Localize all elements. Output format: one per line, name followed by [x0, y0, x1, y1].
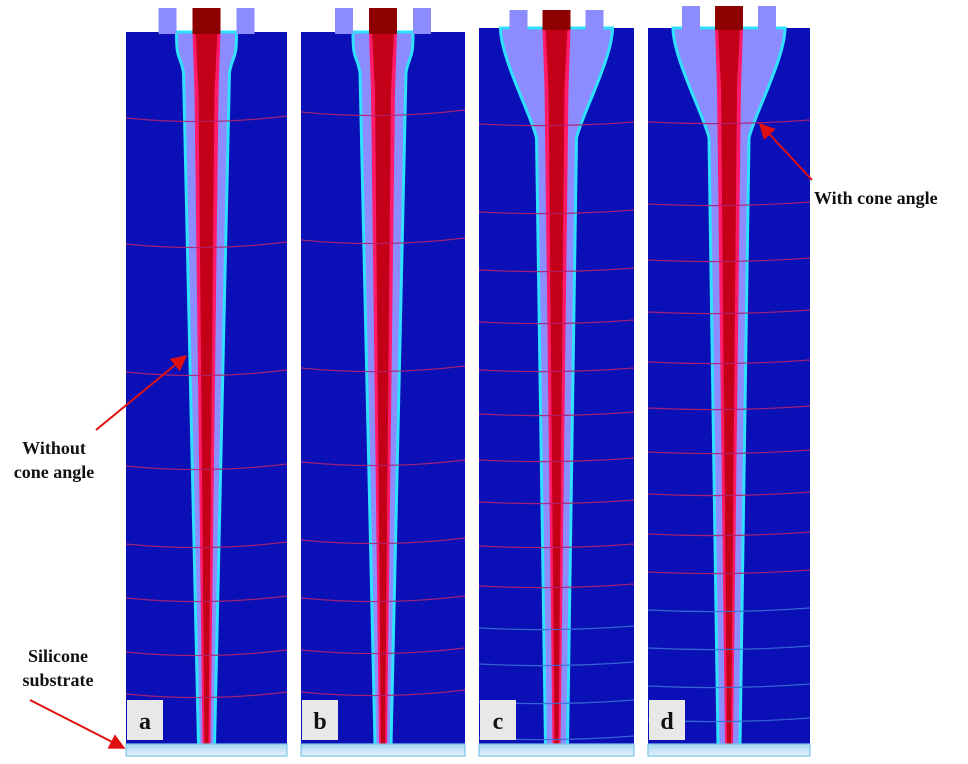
panel-b: b	[300, 8, 466, 757]
streamline	[647, 309, 811, 315]
annotation-without-cone-angle: Without cone angle	[2, 436, 106, 484]
streamline	[125, 595, 288, 603]
arrow-silicone-substrate	[29, 699, 126, 749]
annotation-without-cone-line-1: Without	[22, 438, 86, 458]
nozzle-sheath-inlet-left	[509, 10, 528, 30]
streamline	[125, 463, 288, 471]
panel-a: a	[125, 8, 288, 757]
panel-d: d	[647, 6, 811, 757]
panel-label-box	[127, 700, 163, 740]
streamline	[125, 649, 288, 657]
streamline	[300, 537, 466, 545]
streamline	[647, 683, 811, 689]
nozzle	[682, 6, 776, 30]
streamline	[300, 109, 466, 117]
streamline	[647, 645, 811, 651]
streamline	[300, 237, 466, 245]
streamline	[647, 491, 811, 497]
streamline	[478, 543, 635, 549]
nozzle-core-inlet	[192, 8, 221, 34]
panel-label: b	[313, 709, 326, 735]
streamline	[647, 119, 811, 125]
streamline	[478, 367, 635, 373]
streamline	[125, 691, 288, 699]
core-jet	[718, 28, 740, 745]
annotation-with-cone-line: With cone angle	[814, 188, 938, 208]
annotation-substrate-line-2: substrate	[22, 670, 94, 690]
streamline	[478, 583, 635, 589]
nozzle-sheath-inlet-right	[585, 10, 604, 30]
streamline	[125, 369, 288, 377]
streamline	[478, 121, 635, 127]
core-jet	[195, 32, 218, 745]
nozzle-sheath-inlet-right	[413, 8, 431, 34]
arrow-with-cone-angle	[758, 122, 813, 181]
streamline	[125, 541, 288, 549]
nozzle-sheath-inlet-right	[758, 6, 776, 30]
annotation-without-cone-line-2: cone angle	[13, 462, 95, 482]
nozzle-core-inlet	[542, 10, 571, 30]
streamline	[478, 625, 635, 631]
streamline	[647, 449, 811, 455]
silicone-substrate	[125, 743, 288, 757]
streamline	[647, 201, 811, 207]
annotation-with-cone-angle: With cone angle	[814, 186, 964, 210]
panel-label-box	[649, 700, 685, 740]
nozzle-core-inlet	[715, 6, 743, 30]
streamline	[478, 457, 635, 463]
nozzle	[509, 10, 604, 30]
core-jet	[372, 32, 394, 745]
streamline	[478, 267, 635, 273]
streamline	[478, 499, 635, 505]
silicone-substrate	[478, 743, 635, 757]
nozzle-sheath-inlet-right	[236, 8, 255, 34]
panel-label: a	[139, 709, 151, 735]
nozzle-sheath-inlet-left	[335, 8, 353, 34]
nozzle-core-inlet	[369, 8, 397, 34]
annotation-substrate-line-1: Silicone	[27, 646, 88, 666]
nozzle	[335, 8, 431, 34]
streamline	[478, 209, 635, 215]
streamline	[647, 405, 811, 411]
streamline	[125, 241, 288, 249]
streamline	[300, 689, 466, 697]
silicone-substrate	[647, 743, 811, 757]
streamline	[125, 115, 288, 123]
silicone-substrate	[300, 743, 466, 757]
core-jet	[545, 28, 568, 745]
panel-label-box	[480, 700, 516, 740]
panel-label: c	[493, 709, 504, 735]
panel-label-box	[302, 700, 338, 740]
nozzle-sheath-inlet-left	[158, 8, 177, 34]
streamline	[647, 531, 811, 537]
nozzle	[158, 8, 255, 34]
streamline	[647, 607, 811, 613]
streamline	[647, 257, 811, 263]
streamline	[478, 319, 635, 325]
nozzle-sheath-inlet-left	[682, 6, 700, 30]
streamline	[647, 569, 811, 575]
panel-c: c	[478, 10, 635, 757]
annotation-silicone-substrate: Silicone substrate	[6, 644, 110, 692]
streamline	[300, 595, 466, 603]
streamline	[300, 365, 466, 373]
streamline	[647, 359, 811, 365]
streamline	[478, 661, 635, 667]
arrow-without-cone-angle	[95, 354, 188, 431]
streamline	[300, 459, 466, 467]
streamline	[478, 411, 635, 417]
panel-label: d	[660, 709, 674, 735]
streamline	[300, 647, 466, 655]
